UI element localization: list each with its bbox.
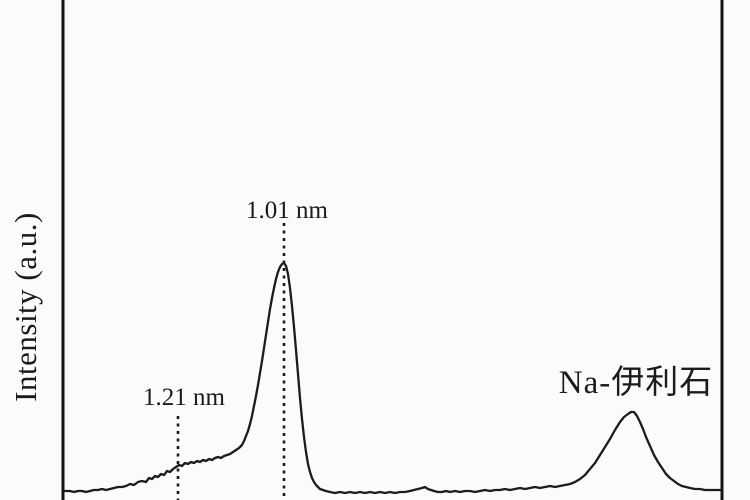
series-label-na-illite: Na-伊利石 — [558, 365, 714, 401]
y-axis-label: Intensity (a.u.) — [8, 212, 43, 402]
annotation-d-spacing-1-21nm: 1.21 nm — [143, 384, 225, 411]
annotation-d-spacing-1-01nm: 1.01 nm — [246, 197, 328, 224]
intensity-curve — [63, 261, 722, 495]
